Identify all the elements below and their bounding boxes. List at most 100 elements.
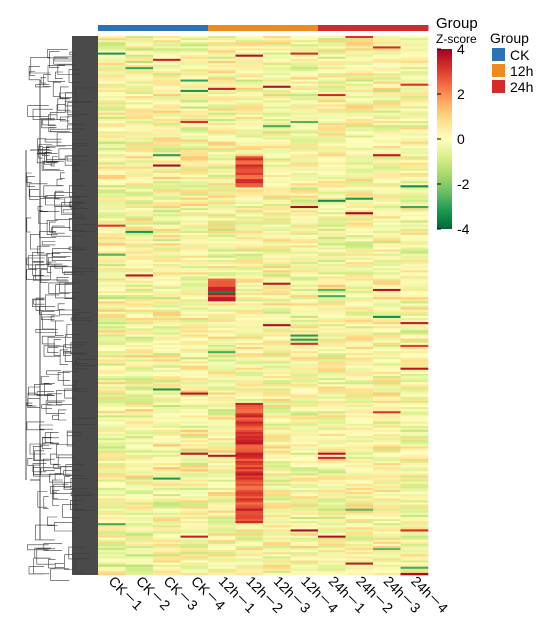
heatmap-cell (373, 299, 401, 302)
heatmap-cell (345, 270, 374, 273)
heatmap-cell (318, 375, 346, 379)
heatmap-cell (235, 230, 264, 234)
heatmap-cell (235, 158, 264, 161)
heatmap-cell (290, 568, 319, 572)
heatmap-cell (345, 498, 374, 501)
heatmap-cell (235, 570, 264, 574)
heatmap-cell (153, 67, 181, 70)
heatmap-cell (98, 102, 126, 105)
heatmap-cell (400, 320, 429, 323)
heatmap-cell (208, 239, 236, 242)
heatmap-cell (318, 380, 346, 383)
heatmap-cell (153, 438, 181, 441)
heatmap-cell (208, 187, 236, 190)
heatmap-cell (290, 548, 319, 551)
heatmap-cell (235, 162, 264, 165)
heatmap-cell (235, 477, 264, 480)
heatmap-cell (180, 417, 209, 420)
heatmap-cell (235, 434, 264, 437)
heatmap-cell (263, 427, 291, 431)
heatmap-cell (290, 398, 319, 402)
heatmap-cell (98, 535, 126, 538)
heatmap-cell (125, 309, 154, 313)
heatmap-cell (153, 454, 181, 458)
heatmap-cell (373, 334, 401, 337)
group-annotation-cell (98, 25, 126, 31)
heatmap-cell (290, 181, 319, 184)
heatmap-cell (345, 510, 374, 514)
heatmap-cell (345, 483, 374, 487)
heatmap-cell (180, 311, 209, 315)
heatmap-cell (98, 58, 126, 62)
heatmap-cell (125, 65, 154, 68)
heatmap-cell (180, 189, 209, 192)
heatmap-cell (180, 243, 209, 246)
heatmap-cell (400, 514, 429, 518)
heatmap-cell (125, 342, 154, 346)
heatmap-cell (318, 245, 346, 248)
heatmap-cell (373, 550, 401, 553)
heatmap-cell (290, 266, 319, 269)
heatmap-cell (373, 446, 401, 449)
heatmap-cell (235, 270, 264, 273)
heatmap-cell (180, 268, 209, 271)
heatmap-cell (263, 141, 291, 145)
heatmap-cell (125, 156, 154, 159)
heatmap-cell (235, 185, 264, 188)
heatmap-cell (373, 280, 401, 283)
heatmap-cell (400, 548, 429, 551)
heatmap-cell (263, 216, 291, 219)
heatmap-cell (290, 554, 319, 557)
heatmap-cell (290, 322, 319, 325)
heatmap-cell (263, 255, 291, 259)
heatmap-cell (125, 346, 154, 350)
heatmap-cell (373, 442, 401, 445)
heatmap-cell (98, 400, 126, 404)
heatmap-cell (153, 394, 181, 398)
heatmap-cell (153, 36, 181, 39)
heatmap-cell (345, 222, 374, 225)
heatmap-cell (125, 313, 154, 317)
heatmap-cell (345, 245, 374, 248)
heatmap-cell (180, 562, 209, 565)
heatmap-cell (400, 121, 429, 124)
heatmap-cell (235, 378, 264, 381)
heatmap-cell (400, 359, 429, 362)
heatmap-cell (345, 212, 374, 215)
heatmap-cell (235, 305, 264, 308)
heatmap-cell (345, 490, 374, 493)
heatmap-cell (235, 127, 264, 130)
heatmap-cell (290, 506, 319, 509)
heatmap-cell (290, 152, 319, 155)
heatmap-cell (208, 249, 236, 252)
heatmap-cell (373, 52, 401, 55)
heatmap-cell (235, 471, 264, 474)
heatmap-cell (373, 210, 401, 213)
heatmap-cell (180, 545, 209, 549)
heatmap-cell (400, 338, 429, 342)
heatmap-cell (373, 338, 401, 342)
heatmap-cell (153, 498, 181, 501)
heatmap-cell (180, 208, 209, 211)
heatmap-cell (400, 100, 429, 103)
heatmap-cell (98, 336, 126, 339)
heatmap-cell (153, 268, 181, 271)
heatmap-cell (345, 141, 374, 145)
heatmap-cell (290, 185, 319, 188)
heatmap-cell (318, 114, 346, 118)
heatmap-cell (373, 131, 401, 134)
heatmap-cell (125, 214, 154, 217)
heatmap-cell (263, 324, 291, 327)
heatmap-cell (345, 315, 374, 319)
heatmap-cell (208, 407, 236, 410)
heatmap-cell (400, 290, 429, 294)
heatmap-cell (318, 110, 346, 113)
heatmap-cell (235, 170, 264, 174)
heatmap-cell (290, 425, 319, 429)
heatmap-cell (180, 253, 209, 257)
heatmap-cell (235, 284, 264, 288)
heatmap-cell (153, 460, 181, 464)
heatmap-cell (125, 91, 154, 95)
heatmap-cell (290, 384, 319, 387)
heatmap-cell (290, 452, 319, 456)
